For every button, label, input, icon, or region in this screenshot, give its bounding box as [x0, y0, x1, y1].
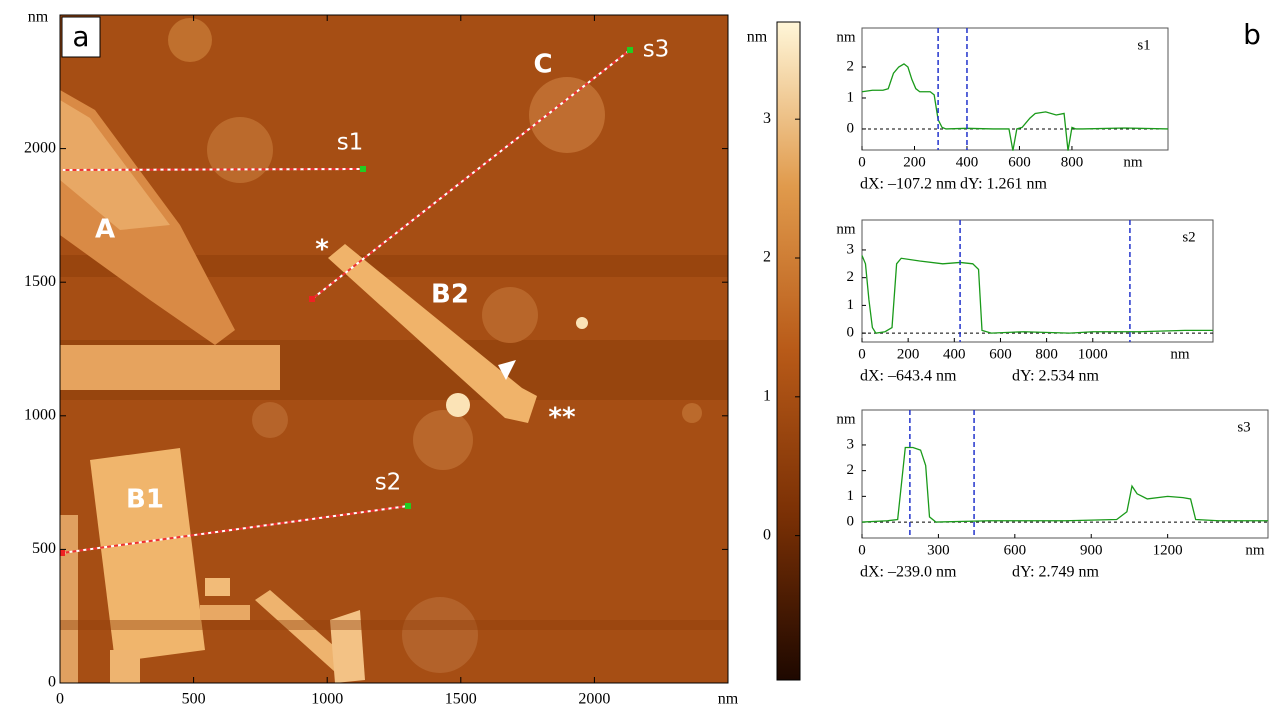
y-tick-label: 2: [847, 462, 855, 478]
x-tick-label: 300: [927, 542, 950, 558]
y-tick-label: 2000: [24, 139, 56, 156]
x-tick-label: 0: [858, 154, 866, 170]
profile-name: s3: [1237, 419, 1250, 435]
x-tick-label: 800: [1061, 154, 1084, 170]
readout: dY: 1.261 nm: [960, 176, 1048, 193]
x-tick-label: 1000: [311, 691, 343, 708]
annotation: s3: [643, 37, 670, 63]
y-tick-label: 2: [847, 269, 855, 285]
y-unit: nm: [28, 9, 49, 26]
x-tick-label: 600: [1008, 154, 1031, 170]
x-unit: nm: [1123, 154, 1143, 170]
y-tick-label: 1: [847, 297, 855, 313]
plot-frame: [861, 409, 1269, 539]
x-tick-label: 500: [182, 691, 206, 708]
y-tick-label: 1500: [24, 273, 56, 290]
annotation: *: [315, 235, 329, 265]
y-tick-label: 0: [847, 514, 855, 530]
readout: dX: –107.2 nm: [860, 176, 957, 193]
x-unit: nm: [718, 691, 739, 708]
y-unit: nm: [836, 29, 856, 45]
panel-label-box: [61, 16, 101, 58]
y-tick-label: 3: [847, 241, 855, 257]
x-tick-label: 0: [858, 346, 866, 362]
x-tick-label: 200: [903, 154, 926, 170]
x-unit: nm: [1170, 346, 1190, 362]
colorbar-unit: nm: [747, 29, 768, 46]
y-tick-label: 2: [847, 58, 855, 74]
colorbar-tick-label: 1: [763, 387, 771, 404]
x-tick-label: 600: [989, 346, 1012, 362]
colorbar-tick-label: 2: [763, 249, 771, 266]
y-unit: nm: [836, 221, 856, 237]
x-tick-label: 0: [858, 542, 866, 558]
x-tick-label: 800: [1035, 346, 1058, 362]
x-tick-label: 1000: [1078, 346, 1108, 362]
x-unit: nm: [1245, 542, 1265, 558]
x-tick-label: 200: [897, 346, 920, 362]
annotation: s1: [337, 130, 364, 156]
colorbar: [776, 21, 801, 681]
annotation: s2: [375, 470, 402, 496]
readout: dX: –643.4 nm: [860, 368, 957, 385]
x-tick-label: 0: [56, 691, 64, 708]
x-tick-label: 2000: [578, 691, 610, 708]
panel-label: b: [1243, 18, 1261, 51]
y-tick-label: 1000: [24, 406, 56, 423]
y-tick-label: 1: [847, 488, 855, 504]
annotation: A: [95, 215, 115, 245]
annotation: **: [548, 403, 576, 433]
y-tick-label: 500: [32, 540, 56, 557]
y-tick-label: 1: [847, 89, 855, 105]
readout: dX: –239.0 nm: [860, 564, 957, 581]
y-tick-label: 0: [847, 325, 855, 341]
x-tick-label: 1200: [1153, 542, 1183, 558]
y-tick-label: 0: [48, 674, 56, 691]
readout: dY: 2.534 nm: [1012, 368, 1100, 385]
profile-name: s2: [1182, 229, 1195, 245]
x-tick-label: 600: [1004, 542, 1027, 558]
readout: dY: 2.749 nm: [1012, 564, 1100, 581]
plot-frame: [861, 219, 1214, 343]
x-tick-label: 400: [956, 154, 979, 170]
annotation: B2: [431, 280, 469, 310]
y-tick-label: 3: [847, 436, 855, 452]
profile-line: [861, 446, 1268, 523]
x-tick-label: 1500: [445, 691, 477, 708]
afm-image: [60, 15, 728, 683]
x-tick-label: 400: [943, 346, 966, 362]
image-frame: [59, 14, 729, 684]
y-tick-label: 0: [847, 120, 855, 136]
profile-name: s1: [1137, 37, 1150, 53]
annotation: C: [533, 50, 552, 80]
annotation: B1: [126, 485, 164, 515]
plot-frame: [861, 27, 1169, 151]
panel-label: a: [72, 20, 89, 53]
colorbar-tick-label: 0: [763, 526, 771, 543]
profile-line: [861, 255, 1213, 334]
y-unit: nm: [836, 411, 856, 427]
x-tick-label: 900: [1080, 542, 1103, 558]
colorbar-tick-label: 3: [763, 110, 771, 127]
